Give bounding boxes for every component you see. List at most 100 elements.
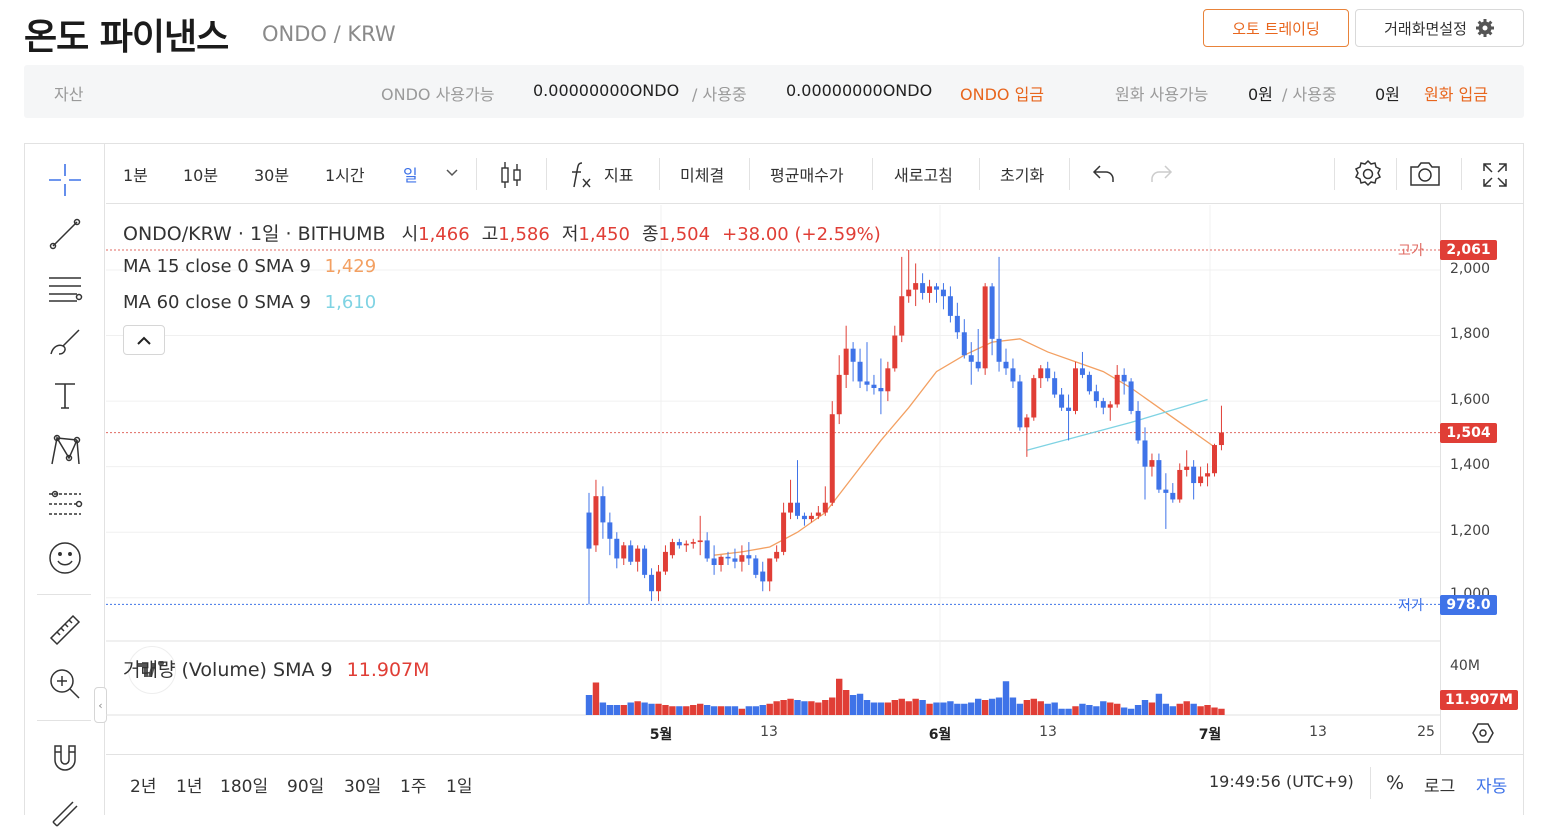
candle bbox=[1156, 453, 1162, 493]
auto-trading-button[interactable]: 오토 트레이딩 bbox=[1203, 9, 1349, 47]
candle bbox=[1024, 414, 1030, 457]
volume-bar bbox=[836, 678, 843, 715]
screen-settings-button[interactable]: 거래화면설정 bbox=[1355, 9, 1524, 47]
text-tool-icon[interactable] bbox=[45, 376, 85, 416]
fib-retracement-icon[interactable] bbox=[45, 268, 85, 308]
volume-bar bbox=[933, 702, 940, 715]
volume-bar bbox=[1183, 701, 1190, 715]
interval-10m[interactable]: 10분 bbox=[183, 166, 219, 185]
ruler-icon[interactable] bbox=[45, 610, 85, 650]
volume-bar bbox=[905, 701, 912, 715]
volume-bar bbox=[634, 701, 641, 715]
log-toggle[interactable]: 로그 bbox=[1424, 777, 1456, 797]
tradingview-logo[interactable] bbox=[128, 646, 176, 694]
candlestick-type-icon[interactable] bbox=[499, 160, 523, 190]
range-30d[interactable]: 30일 bbox=[344, 777, 382, 797]
reset-button[interactable]: 초기화 bbox=[1000, 166, 1045, 185]
candle bbox=[642, 545, 648, 579]
high-price-tag: 2,061 bbox=[1440, 240, 1497, 260]
fullscreen-icon[interactable] bbox=[1481, 161, 1509, 189]
ma15-value: 1,429 bbox=[324, 256, 377, 277]
range-180d[interactable]: 180일 bbox=[220, 777, 269, 797]
volume-legend[interactable]: 거래량 (Volume) SMA 9 11.907M bbox=[123, 655, 430, 682]
candle bbox=[1114, 365, 1120, 408]
volume-bar bbox=[815, 702, 822, 715]
candle bbox=[1163, 473, 1169, 529]
undo-icon[interactable] bbox=[1092, 164, 1116, 184]
candle bbox=[1218, 405, 1224, 451]
candle bbox=[593, 479, 599, 552]
price-chart[interactable] bbox=[106, 205, 1440, 754]
volume-bar bbox=[794, 700, 801, 715]
volume-bar bbox=[1072, 706, 1079, 715]
candle bbox=[801, 512, 807, 526]
candle bbox=[1121, 368, 1127, 395]
zoom-in-icon[interactable] bbox=[45, 664, 85, 704]
candle bbox=[1066, 394, 1072, 441]
volume-bar bbox=[1141, 700, 1149, 715]
range-1y[interactable]: 1년 bbox=[176, 777, 203, 797]
prediction-icon[interactable] bbox=[45, 484, 85, 524]
range-1d[interactable]: 1일 bbox=[446, 777, 473, 797]
brush-icon[interactable] bbox=[45, 322, 85, 362]
ma15-legend[interactable]: MA 15 close 0 SMA 9 1,429 bbox=[123, 256, 376, 277]
chevron-down-icon[interactable] bbox=[446, 169, 458, 177]
camera-icon[interactable] bbox=[1408, 159, 1442, 189]
auto-toggle[interactable]: 자동 bbox=[1476, 777, 1508, 797]
ohlc-legend: ONDO/KRW · 1일 · BITHUMB 시1,466 고1,586 저1… bbox=[123, 219, 881, 246]
time-tick: 5월 bbox=[649, 727, 673, 743]
legend-collapse-button[interactable] bbox=[123, 325, 165, 355]
range-1w[interactable]: 1주 bbox=[400, 777, 427, 797]
crosshair-icon[interactable] bbox=[45, 160, 85, 200]
candle bbox=[829, 401, 835, 507]
fx-indicator-icon[interactable] bbox=[568, 160, 594, 190]
volume-bar bbox=[1086, 705, 1093, 715]
candle bbox=[607, 512, 613, 556]
volume-bar bbox=[599, 702, 607, 715]
candle bbox=[864, 342, 870, 392]
volume-bar bbox=[738, 708, 746, 715]
volume-value: 11.907M bbox=[346, 659, 430, 681]
interval-1h[interactable]: 1시간 bbox=[325, 166, 365, 185]
candle bbox=[1010, 358, 1016, 389]
chart-frame bbox=[24, 143, 1524, 815]
price-axis[interactable] bbox=[1440, 204, 1523, 754]
ma60-legend[interactable]: MA 60 close 0 SMA 9 1,610 bbox=[123, 292, 376, 313]
interval-1d[interactable]: 일 bbox=[403, 166, 418, 185]
refresh-button[interactable]: 새로고침 bbox=[894, 166, 953, 185]
redo-icon[interactable] bbox=[1149, 164, 1173, 184]
axis-settings-icon[interactable] bbox=[1471, 721, 1495, 745]
emoji-icon[interactable] bbox=[45, 538, 85, 578]
price-tick: 1,600 bbox=[1450, 392, 1491, 408]
interval-30m[interactable]: 30분 bbox=[254, 166, 290, 185]
trendline-icon[interactable] bbox=[45, 214, 85, 254]
magnet-icon[interactable] bbox=[45, 738, 85, 778]
percent-toggle[interactable]: % bbox=[1386, 772, 1405, 794]
ma15-line bbox=[714, 338, 1215, 556]
coin-deposit-link[interactable]: ONDO 입금 bbox=[960, 85, 1045, 104]
pattern-icon[interactable] bbox=[45, 430, 85, 470]
lock-drawing-icon[interactable] bbox=[45, 790, 85, 830]
candle bbox=[683, 540, 689, 552]
candle bbox=[968, 342, 974, 385]
volume-bar bbox=[1009, 697, 1017, 715]
toolbar-collapse-handle[interactable]: ‹ bbox=[94, 687, 107, 723]
volume-bar bbox=[822, 700, 829, 715]
price-tick: 2,000 bbox=[1450, 261, 1491, 277]
krw-deposit-link[interactable]: 원화 입금 bbox=[1424, 85, 1488, 104]
chart-settings-gear-icon[interactable] bbox=[1352, 158, 1384, 190]
unfilled-button[interactable]: 미체결 bbox=[680, 166, 725, 185]
pair-label: ONDO / KRW bbox=[262, 22, 396, 46]
indicator-button[interactable]: 지표 bbox=[604, 166, 634, 185]
volume-bar bbox=[585, 695, 593, 715]
volume-bar bbox=[676, 706, 683, 715]
range-2y[interactable]: 2년 bbox=[130, 777, 157, 797]
interval-1m[interactable]: 1분 bbox=[123, 166, 148, 185]
volume-bar bbox=[1155, 693, 1163, 715]
volume-bar bbox=[1162, 703, 1170, 715]
range-90d[interactable]: 90일 bbox=[287, 777, 325, 797]
volume-bar bbox=[1100, 701, 1107, 715]
candle bbox=[961, 319, 967, 359]
avg-price-button[interactable]: 평균매수가 bbox=[770, 166, 844, 185]
candle bbox=[1052, 371, 1058, 398]
